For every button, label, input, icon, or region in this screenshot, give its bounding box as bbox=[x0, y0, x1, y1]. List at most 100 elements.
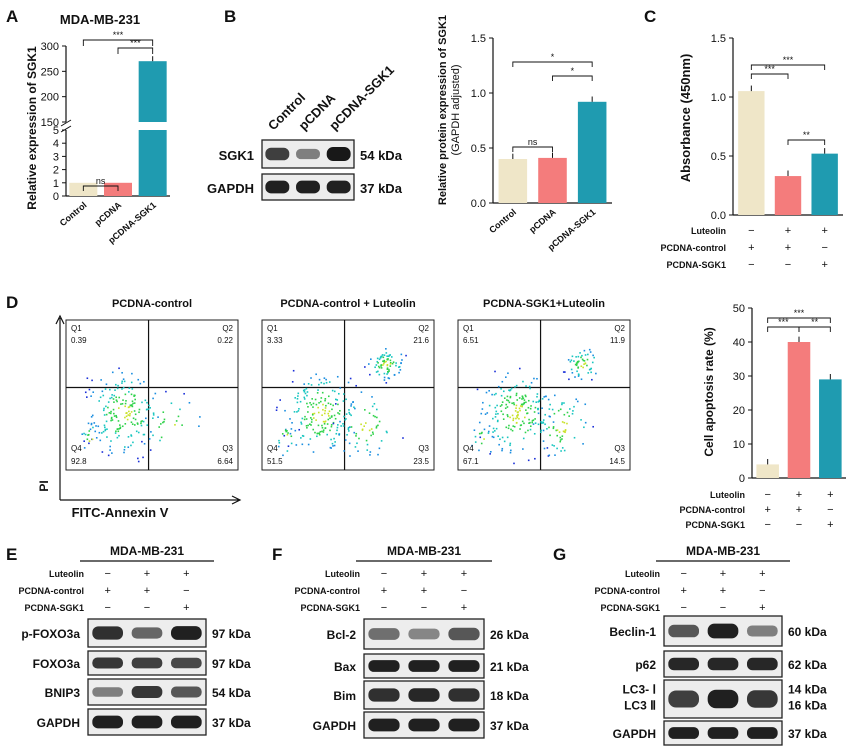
panel-b-sig-2-bracket bbox=[552, 75, 593, 81]
flow-point bbox=[513, 403, 515, 406]
panel-b-ytick-label: 0.5 bbox=[471, 143, 486, 155]
flow-point bbox=[547, 455, 550, 457]
flow-point bbox=[571, 412, 574, 415]
flow-point bbox=[107, 454, 110, 457]
flow-point bbox=[393, 374, 396, 376]
panel-g-blot-band bbox=[707, 689, 739, 709]
flow-point bbox=[303, 389, 306, 391]
flow-point bbox=[508, 401, 511, 404]
panel-b-kda-label: 54 kDa bbox=[360, 148, 403, 163]
flow-point bbox=[355, 435, 357, 437]
flow-point bbox=[389, 354, 391, 356]
flow-q3-label: Q3 bbox=[418, 444, 429, 453]
flow-point bbox=[383, 359, 385, 362]
flow-point bbox=[507, 372, 509, 375]
flow-point bbox=[312, 402, 315, 405]
panel-a-bar bbox=[138, 130, 167, 196]
flow-point bbox=[281, 433, 284, 435]
panel-f-blot-band bbox=[408, 688, 440, 702]
flow-point bbox=[345, 398, 347, 401]
flow-point bbox=[360, 391, 363, 393]
flow-q4-label: Q4 bbox=[463, 444, 474, 453]
flow-point bbox=[588, 368, 591, 371]
flow-point bbox=[145, 417, 147, 420]
flow-point bbox=[322, 429, 325, 431]
flow-point bbox=[577, 361, 579, 364]
panel-a-ytick-label: 150 bbox=[41, 117, 59, 129]
flow-point bbox=[136, 423, 139, 425]
flow-point bbox=[91, 438, 94, 441]
panel-b-kda-label: 37 kDa bbox=[360, 181, 403, 196]
flow-point bbox=[491, 435, 494, 438]
flow-point bbox=[121, 425, 124, 428]
flow-point bbox=[124, 416, 126, 419]
panel-b-sig-1-bracket bbox=[512, 61, 593, 67]
panel-e-blot-band bbox=[170, 657, 202, 669]
flow-point bbox=[333, 390, 336, 393]
flow-point bbox=[504, 407, 507, 410]
flow-point bbox=[575, 356, 577, 358]
panel-g-row-label: GAPDH bbox=[613, 727, 656, 741]
flow-point bbox=[519, 409, 521, 412]
flow-point bbox=[284, 409, 286, 412]
flow-point bbox=[305, 418, 308, 420]
flow-point bbox=[590, 367, 593, 370]
flow-point bbox=[578, 374, 580, 376]
flow-point bbox=[384, 361, 386, 363]
panel-b-row-label: SGK1 bbox=[219, 148, 254, 163]
flow-point bbox=[571, 372, 574, 374]
flow-point bbox=[503, 440, 506, 443]
flow-point bbox=[310, 384, 313, 386]
flow-point bbox=[317, 406, 319, 409]
flow-point bbox=[311, 413, 314, 416]
flow-point bbox=[278, 442, 281, 444]
flow-point bbox=[321, 424, 323, 427]
panel-c-bar bbox=[811, 153, 838, 215]
flow-point bbox=[159, 439, 161, 442]
panel-b-ytick-label: 1.5 bbox=[471, 33, 486, 45]
flow-point bbox=[576, 370, 578, 373]
flow-point bbox=[121, 382, 123, 384]
flow-point bbox=[527, 429, 529, 432]
flow-point bbox=[130, 444, 132, 447]
flow-point bbox=[318, 432, 321, 434]
panel-d-ylabel: PI bbox=[37, 480, 51, 491]
panel-g-treat-sign: − bbox=[680, 568, 686, 580]
flow-point bbox=[499, 405, 502, 407]
flow-point bbox=[401, 359, 403, 361]
panel-b-ytick-label: 0.0 bbox=[471, 198, 486, 210]
flow-point bbox=[296, 397, 299, 400]
flow-point bbox=[536, 395, 538, 398]
panel-f-blot-band bbox=[448, 718, 480, 732]
flow-point bbox=[542, 419, 545, 421]
panel-b-ylabel: Relative protein expression of SGK1 bbox=[437, 15, 449, 205]
flow-point bbox=[297, 395, 299, 397]
panel-d-ytick-label: 20 bbox=[733, 405, 745, 417]
flow-point bbox=[544, 395, 547, 398]
flow-point bbox=[93, 422, 96, 424]
panel-a-ytick-label: 200 bbox=[41, 92, 59, 104]
flow-point bbox=[515, 404, 518, 407]
flow-point bbox=[296, 401, 299, 404]
panel-g-row-label: LC3 Ⅱ bbox=[624, 699, 656, 713]
flow-point bbox=[329, 417, 331, 420]
flow-point bbox=[141, 420, 143, 422]
flow-point bbox=[515, 394, 518, 397]
flow-point bbox=[516, 415, 518, 417]
flow-point bbox=[516, 411, 519, 414]
flow-point bbox=[537, 407, 539, 410]
flow-point bbox=[124, 402, 127, 405]
panel-c-ytick-label: 1.5 bbox=[711, 33, 726, 45]
panel-b-bar bbox=[538, 157, 567, 203]
flow-point bbox=[367, 363, 370, 365]
flow-point bbox=[500, 394, 503, 397]
flow-scatter bbox=[471, 348, 597, 465]
flow-point bbox=[175, 420, 178, 422]
flow-point bbox=[501, 436, 504, 439]
flow-point bbox=[327, 402, 330, 405]
flow-point bbox=[561, 403, 563, 406]
panel-e-treat-sign: − bbox=[144, 602, 150, 614]
flow-plot-frame bbox=[457, 319, 631, 471]
